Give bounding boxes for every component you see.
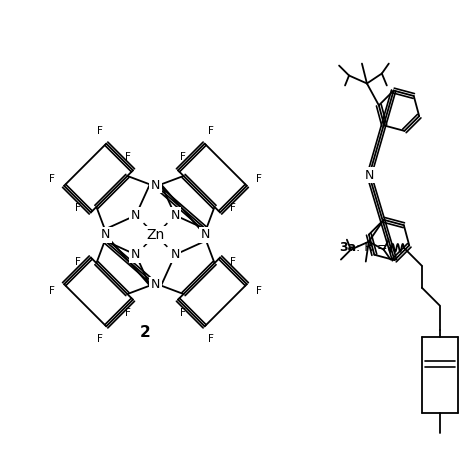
Text: N: N [200,228,210,241]
Text: : R =: : R = [356,241,388,255]
Text: F: F [75,203,80,213]
Text: F: F [97,334,102,344]
Text: N: N [365,169,374,182]
Text: F: F [180,152,185,162]
Text: F: F [208,334,214,344]
Text: 2: 2 [140,325,151,340]
Text: F: F [49,286,55,296]
Text: N: N [151,179,160,192]
Text: F: F [256,174,262,184]
Text: F: F [208,126,214,136]
Text: F: F [180,308,185,318]
Text: F: F [230,257,236,267]
Text: N: N [101,228,110,241]
Text: 3a: 3a [339,241,357,255]
Text: N: N [151,278,160,291]
Text: F: F [97,126,102,136]
Text: F: F [125,152,132,162]
Text: F: F [256,286,262,296]
Text: N: N [170,248,180,261]
Text: F: F [75,257,80,267]
Text: N: N [131,248,140,261]
Text: N: N [170,209,180,222]
Text: F: F [125,308,132,318]
Text: F: F [49,174,55,184]
Text: Zn: Zn [146,228,165,242]
Text: N: N [131,209,140,222]
Text: F: F [230,203,236,213]
